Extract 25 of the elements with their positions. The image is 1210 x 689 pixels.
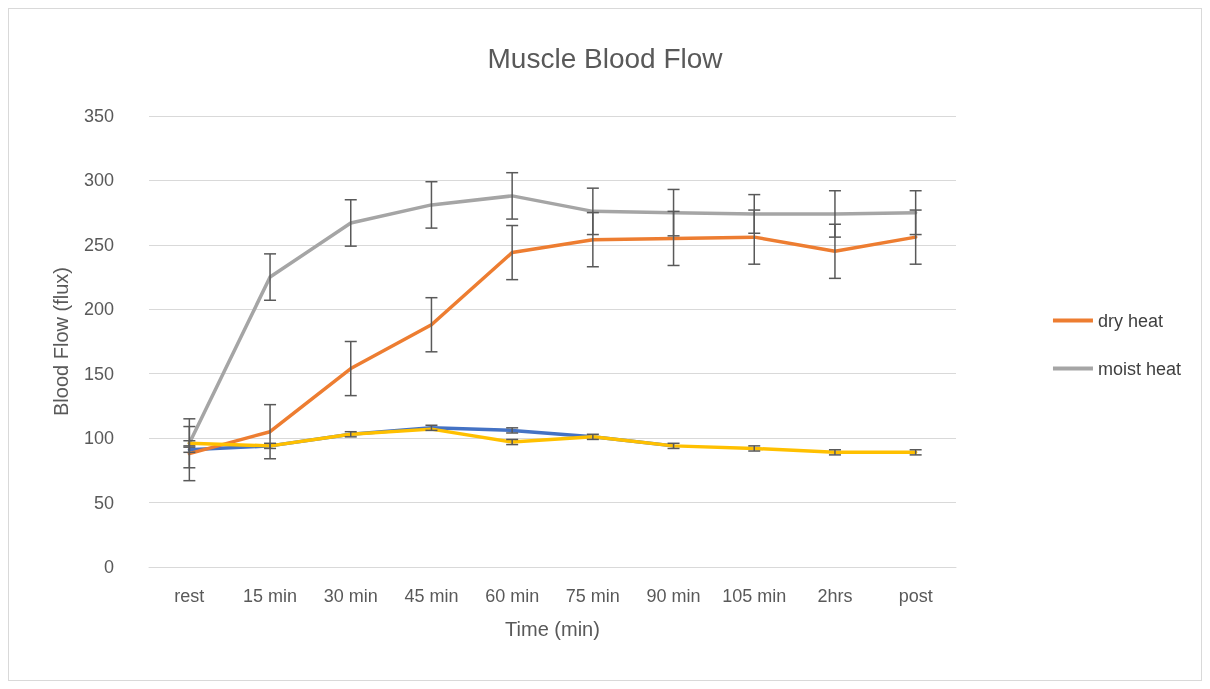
x-tick-label: 75 min xyxy=(565,586,620,606)
y-tick-label: 250 xyxy=(83,234,114,255)
y-tick-label: 300 xyxy=(83,170,114,191)
x-tick-label: 2hrs xyxy=(817,586,853,606)
y-tick-label: 200 xyxy=(83,299,114,320)
x-tick-label: post xyxy=(898,586,933,606)
line-series xyxy=(187,235,918,456)
x-tick-label: 105 min xyxy=(722,586,787,606)
y-tick-label: 100 xyxy=(83,428,114,449)
x-tick-label: rest xyxy=(174,586,205,606)
y-tick-label: 0 xyxy=(103,557,114,577)
y-axis-title: Blood Flow (flux) xyxy=(50,267,72,416)
chart-title: Muscle Blood Flow xyxy=(487,42,724,74)
line-series xyxy=(187,427,918,455)
x-tick-label: 15 min xyxy=(243,586,298,606)
x-axis-title: Time (min) xyxy=(505,618,600,640)
x-tick-label: 60 min xyxy=(485,586,540,606)
y-tick-label: 150 xyxy=(83,363,114,384)
legend-label: moist heat xyxy=(1097,358,1182,379)
x-tick-label: 45 min xyxy=(404,586,459,606)
y-tick-label: 350 xyxy=(83,106,114,126)
y-tick-label: 50 xyxy=(93,492,114,513)
x-tick-label: 90 min xyxy=(646,586,701,606)
legend-label: dry heat xyxy=(1097,310,1164,331)
x-tick-label: 30 min xyxy=(323,586,378,606)
